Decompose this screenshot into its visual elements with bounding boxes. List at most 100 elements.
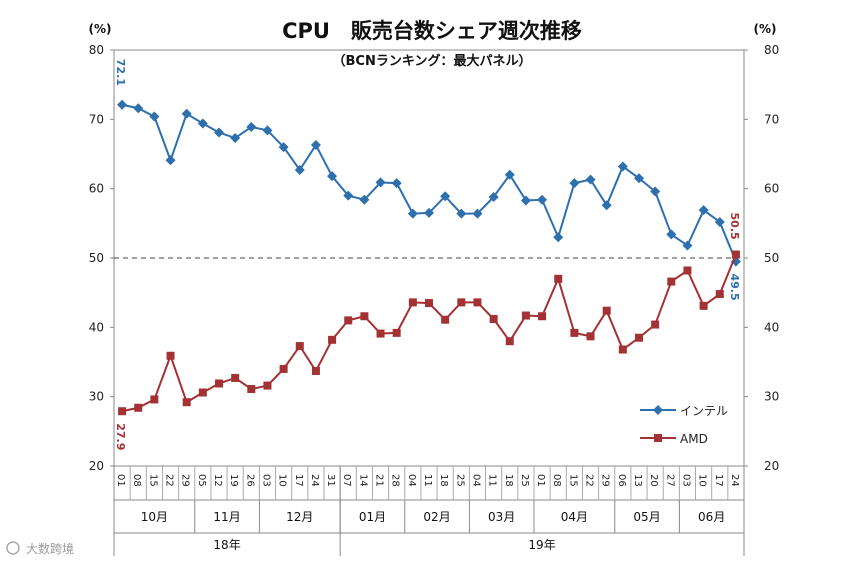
y-tick-label-right: 50 [764,251,779,265]
amd-point [215,379,223,388]
y-tick-label-right: 70 [764,112,779,126]
x-tick-label: 08 [551,474,562,487]
x-tick-label: 07 [341,474,352,487]
amd-point [376,329,385,338]
amd-point [473,298,482,307]
data-label-intel-first: 72.1 [114,59,127,86]
month-label: 05月 [633,510,660,524]
x-axis: 01 08 15 22 29 05 12 19 26 03 10 17 24 31 07 14 21 28 04 11… [113,466,745,556]
amd-point [328,335,337,344]
intel-point [310,139,321,150]
intel-point [634,173,644,184]
x-tick-label: 10 [697,474,708,487]
intel-point [617,161,628,172]
x-tick-label: 10 [277,474,288,487]
intel-point [407,208,418,219]
data-label-amd-first: 27.9 [114,423,127,450]
amd-point [618,345,627,354]
x-tick-label: 25 [454,474,465,487]
intel-point [666,229,677,240]
month-label: 02月 [423,510,450,524]
intel-point [440,191,451,202]
intel-point [569,178,580,189]
amd-point [198,388,207,397]
intel-point [149,111,160,122]
intel-point [214,127,224,138]
data-labels: 72.1 27.9 50.5 49.5 [114,59,741,451]
intel-point [117,99,128,110]
x-tick-label: 06 [616,474,627,487]
x-tick-label: 17 [293,474,304,487]
x-tick-label: 04 [470,474,481,487]
x-tick-label: 04 [406,474,417,487]
intel-point [278,142,289,153]
y-tick-label-right: 80 [764,43,779,57]
amd-point [505,337,514,346]
intel-point [375,177,386,188]
amd-point [683,266,692,275]
intel-point [294,164,305,175]
watermark-text: 大数跨境 [26,541,74,556]
x-tick-label: 03 [680,474,691,487]
x-tick-label: 11 [422,474,433,487]
intel-point [343,190,354,201]
x-tick-label: 31 [325,474,336,487]
x-tick-label: 15 [567,474,578,487]
year-label: 18年 [213,538,240,552]
y-tick-label-left: 20 [89,459,104,473]
amd-point [392,328,401,337]
amd-point [570,328,579,337]
y-tick-label-right: 60 [764,182,779,196]
intel-point [553,232,564,243]
legend-amd-label: AMD [680,432,708,446]
intel-point [230,133,241,144]
x-tick-label: 25 [519,474,530,487]
x-tick-label: 18 [503,474,514,487]
series-line-amd [121,254,737,413]
amd-point [489,315,498,324]
x-tick-label: 21 [374,474,385,487]
y-tick-label-right: 40 [764,320,779,334]
amd-point [150,395,159,404]
month-label: 10月 [141,510,168,524]
data-label-intel-last: 49.5 [728,273,741,300]
intel-point [424,207,434,218]
x-tick-label: 19 [228,474,239,487]
x-tick-label: 27 [664,474,675,487]
amd-point [441,315,450,324]
y-axis-ticks: 20 20 30 30 40 40 50 50 60 60 70 70 80 80 [89,43,780,473]
amd-point [425,299,433,308]
amd-point [182,398,191,407]
legend-intel-marker [653,405,663,415]
month-label: 03月 [488,510,515,524]
intel-point [520,195,531,206]
y-tick-label-left: 40 [89,320,104,334]
intel-point [181,108,192,119]
x-tick-label: 11 [487,474,498,487]
chart-subtitle: （BCNランキング：最大パネル） [333,53,532,69]
chart-title: CPU 販売台数シェア週次推移 [282,19,582,43]
y-tick-label-right: 20 [764,459,779,473]
amd-point [247,385,256,394]
x-tick-label: 05 [196,474,207,487]
intel-point [650,186,661,197]
intel-point [359,194,370,205]
amd-point [295,342,304,351]
x-tick-label: 22 [164,474,175,487]
amd-point [715,290,724,299]
intel-point [133,103,144,114]
amd-point [731,250,740,259]
amd-point [554,274,563,283]
year-label: 19年 [528,538,555,552]
x-tick-label: 15 [147,474,158,487]
intel-point [456,208,467,219]
intel-point [537,194,548,205]
intel-point [504,169,515,180]
x-tick-label: 12 [212,474,223,487]
legend-intel-label: インテル [680,404,728,418]
intel-point [585,174,596,185]
x-tick-label: 14 [357,474,368,487]
x-tick-label: 01 [535,474,546,487]
x-tick-label: 20 [648,474,659,487]
data-label-amd-last: 50.5 [728,213,741,240]
